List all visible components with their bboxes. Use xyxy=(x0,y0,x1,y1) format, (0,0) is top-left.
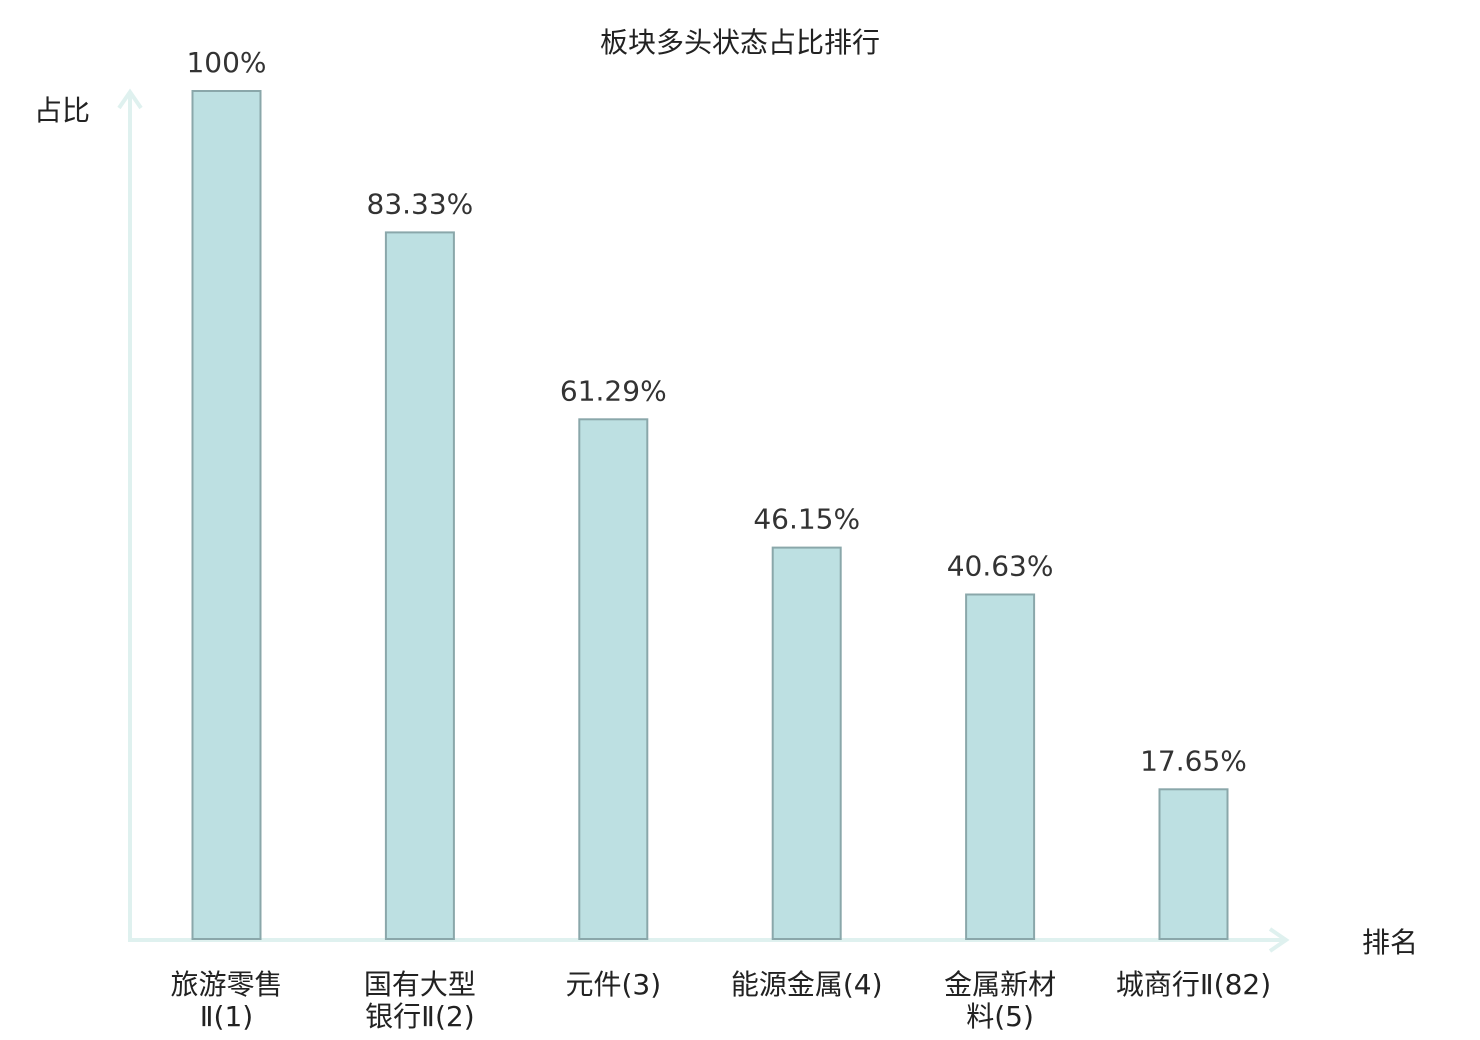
bar-5 xyxy=(965,593,1036,940)
y-axis-label: 占比 xyxy=(34,94,90,127)
category-label-6: 城商行Ⅱ(82) xyxy=(1116,968,1271,1001)
category-label-5-line-1: 金属新材 xyxy=(944,968,1056,1001)
bar-1 xyxy=(191,90,262,940)
bar-4 xyxy=(771,546,842,940)
x-axis-arrow-icon xyxy=(1268,927,1290,953)
chart-title: 板块多头状态占比排行 xyxy=(600,26,880,59)
value-label-6: 17.65% xyxy=(1140,744,1247,777)
bar-3 xyxy=(578,418,649,940)
value-label-4: 46.15% xyxy=(753,503,860,536)
y-axis-arrow-icon xyxy=(117,88,143,110)
category-label-1-line-1: 旅游零售 xyxy=(170,968,282,1001)
category-label-5-line-2: 料(5) xyxy=(966,1000,1034,1033)
value-label-1: 100% xyxy=(186,46,266,79)
bar-2 xyxy=(384,231,455,940)
value-labels-group: 100% 83.33% 61.29% 46.15% 40.63% 17.65% xyxy=(186,46,1246,777)
x-axis-label: 排名 xyxy=(1362,926,1418,959)
category-label-2-line-1: 国有大型 xyxy=(364,968,476,1001)
category-label-3: 元件(3) xyxy=(565,968,661,1001)
chart-axes xyxy=(117,88,1290,953)
bar-6 xyxy=(1158,788,1229,940)
value-label-5: 40.63% xyxy=(947,550,1054,583)
category-label-4: 能源金属(4) xyxy=(731,968,883,1001)
category-label-1-line-2: Ⅱ(1) xyxy=(200,1000,253,1033)
value-label-2: 83.33% xyxy=(367,187,474,220)
value-label-3: 61.29% xyxy=(560,374,667,407)
category-label-2-line-2: 银行Ⅱ(2) xyxy=(365,1000,474,1033)
bars-group xyxy=(191,90,1229,940)
